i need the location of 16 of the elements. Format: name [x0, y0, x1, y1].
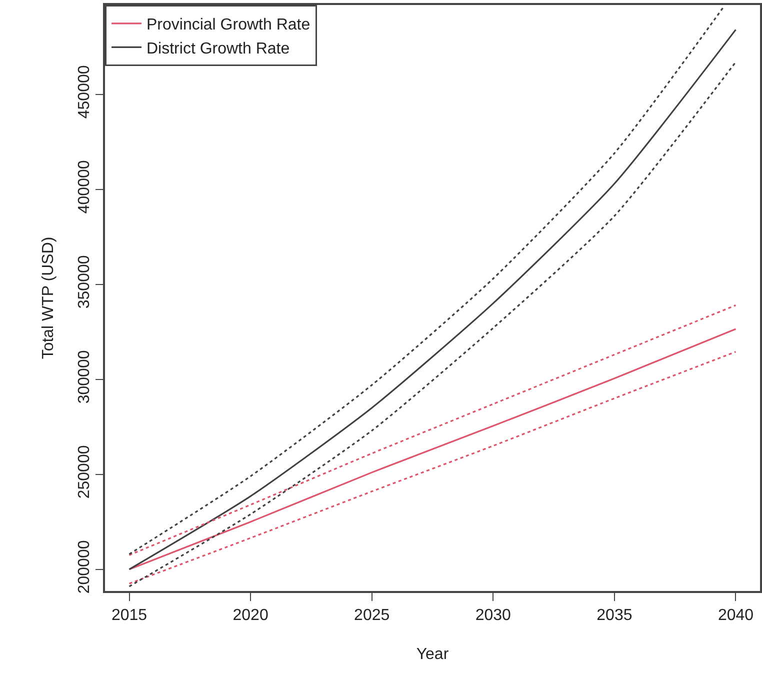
- y-tick-label: 450000: [76, 65, 93, 119]
- x-tick-label: 2020: [232, 606, 268, 624]
- y-axis-title: Total WTP (USD): [40, 236, 58, 360]
- y-tick-label: 250000: [76, 445, 93, 499]
- x-tick-label: 2025: [354, 606, 390, 624]
- y-tick-label: 200000: [76, 540, 93, 594]
- y-tick-label: 400000: [76, 160, 93, 214]
- legend-label: Provincial Growth Rate: [146, 16, 310, 34]
- x-axis-title: Year: [416, 646, 450, 664]
- legend-label: District Growth Rate: [146, 40, 290, 58]
- x-tick-label: 2035: [596, 606, 632, 624]
- y-tick-label: 350000: [76, 255, 93, 309]
- x-tick-label: 2030: [475, 606, 512, 624]
- y-tick-label: 300000: [76, 350, 93, 404]
- x-tick-label: 2040: [718, 606, 754, 624]
- x-tick-label: 2015: [111, 606, 148, 624]
